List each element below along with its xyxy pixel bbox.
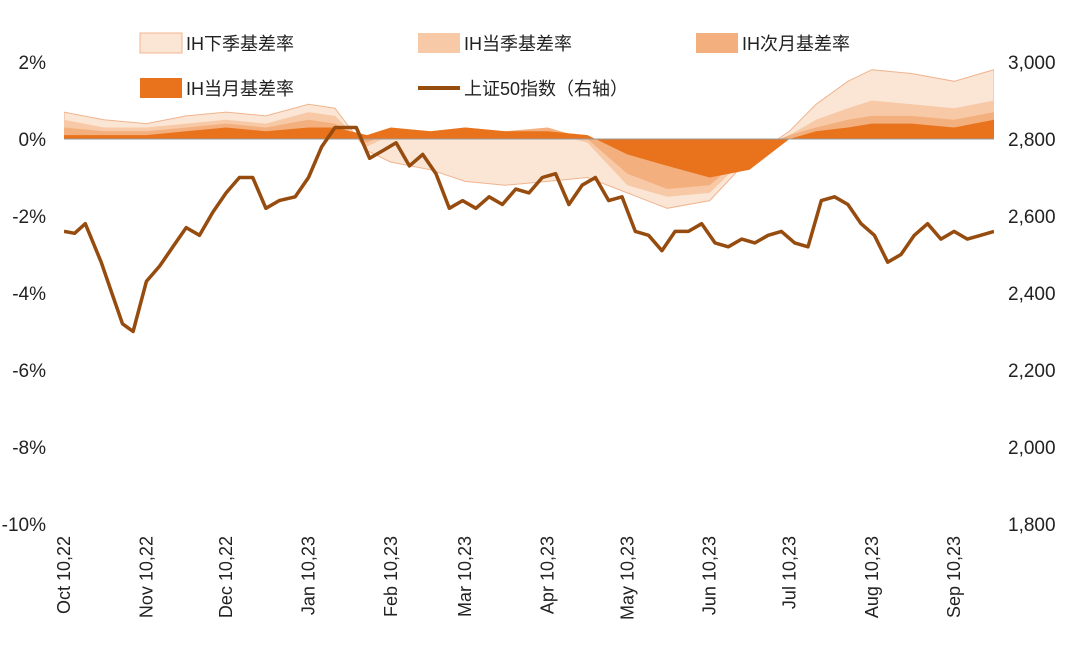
- x-axis-tick-label: Jul 10,23: [779, 536, 799, 609]
- legend-label: 上证50指数（右轴）: [464, 79, 628, 99]
- legend-swatch: [418, 33, 460, 53]
- left-axis-tick-label: -4%: [12, 284, 46, 305]
- x-axis-tick-label: Nov 10,22: [136, 536, 156, 618]
- legend-label: IH次月基差率: [742, 34, 850, 54]
- left-axis-tick-label: -10%: [2, 515, 46, 536]
- right-axis-tick-label: 2,600: [1008, 207, 1056, 228]
- x-axis-tick-label: Apr 10,23: [538, 536, 558, 614]
- x-axis-ticks: Oct 10,22 Nov 10,22 Dec 10,22 Jan 10,23 Feb …: [54, 536, 964, 620]
- legend-swatch: [139, 32, 183, 54]
- x-axis-tick-label: Oct 10,22: [54, 536, 74, 614]
- left-axis-tick-label: -8%: [12, 438, 46, 459]
- x-axis-tick-label: Dec 10,22: [216, 536, 236, 618]
- legend-label: IH当季基差率: [464, 34, 572, 54]
- left-axis-ticks: 2% 0% -2% -4% -6% -8% -10%: [2, 53, 46, 536]
- x-axis-tick-label: Sep 10,23: [944, 536, 964, 618]
- left-axis-tick-label: -2%: [12, 207, 46, 228]
- right-axis-tick-label: 2,400: [1008, 284, 1056, 305]
- legend-swatch: [140, 78, 182, 98]
- x-axis-tick-label: May 10,23: [617, 536, 637, 620]
- legend: IH下季基差率 IH当季基差率 IH次月基差率 IH当月基差率 上证50指数（右轴）: [139, 32, 850, 99]
- legend-label: IH下季基差率: [186, 34, 294, 54]
- legend-swatch: [696, 33, 738, 53]
- left-axis-tick-label: -6%: [12, 361, 46, 382]
- left-axis-tick-label: 0%: [19, 130, 47, 151]
- x-axis-tick-label: Aug 10,23: [862, 536, 882, 618]
- right-axis-tick-label: 2,800: [1008, 130, 1056, 151]
- legend-label: IH当月基差率: [186, 79, 294, 99]
- line-series-layer: [64, 125, 994, 334]
- right-axis-tick-label: 2,000: [1008, 438, 1056, 459]
- area-ih-current-month: [64, 119, 994, 178]
- right-axis-ticks: 3,000 2,800 2,600 2,400 2,200 2,000 1,800: [1008, 53, 1056, 536]
- x-axis-tick-label: Mar 10,23: [455, 536, 475, 617]
- right-axis-tick-label: 3,000: [1008, 53, 1056, 74]
- x-axis-tick-label: Jan 10,23: [299, 536, 319, 615]
- right-axis-tick-label: 1,800: [1008, 515, 1056, 536]
- line-sse50: [64, 125, 994, 334]
- left-axis-tick-label: 2%: [19, 53, 47, 74]
- right-axis-tick-label: 2,200: [1008, 361, 1056, 382]
- x-axis-tick-label: Feb 10,23: [381, 536, 401, 617]
- x-axis-tick-label: Jun 10,23: [700, 536, 720, 615]
